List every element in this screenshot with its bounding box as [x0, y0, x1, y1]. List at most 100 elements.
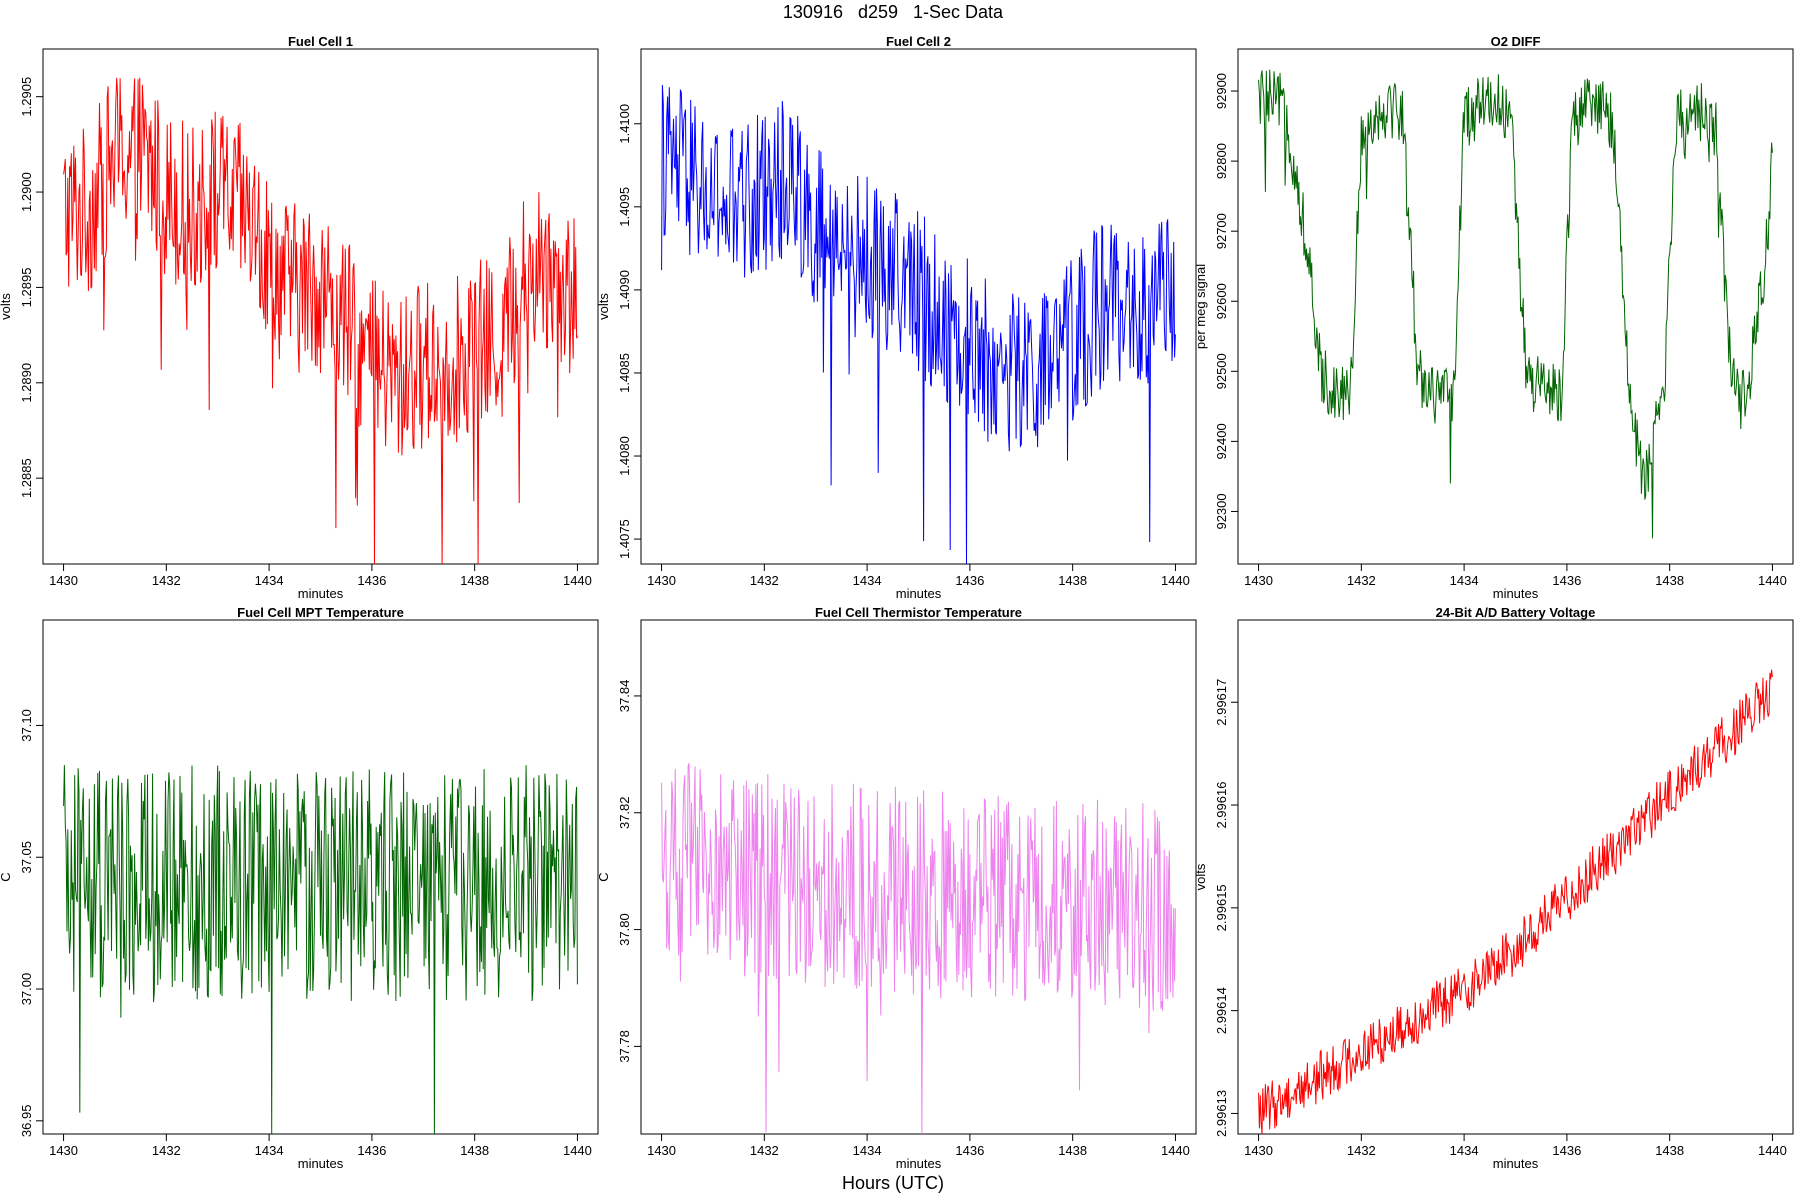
x-tick-label: 1430: [49, 573, 78, 588]
x-axis-label: minutes: [1493, 586, 1539, 601]
y-tick-label: 2.99614: [1214, 987, 1229, 1034]
x-tick-label: 1430: [1244, 1143, 1273, 1158]
y-tick-label: 37.82: [617, 796, 632, 829]
x-tick-label: 1438: [460, 573, 489, 588]
x-axis-label: minutes: [298, 1156, 344, 1171]
series-line: [1258, 69, 1773, 539]
panel-title: O2 DIFF: [1491, 34, 1541, 49]
y-tick-label: 37.78: [617, 1030, 632, 1063]
x-tick-label: 1432: [1347, 573, 1376, 588]
panel-title: Fuel Cell 1: [288, 34, 353, 49]
x-tick-label: 1436: [357, 573, 386, 588]
x-tick-label: 1436: [1552, 1143, 1581, 1158]
y-tick-label: 37.80: [617, 913, 632, 946]
panel-title: Fuel Cell Thermistor Temperature: [815, 605, 1022, 620]
x-tick-label: 1434: [1450, 573, 1479, 588]
y-tick-label: 1.2885: [19, 458, 34, 498]
y-axis-label: volts: [1193, 863, 1208, 890]
y-tick-label: 37.84: [617, 680, 632, 713]
y-axis-label: C: [596, 872, 611, 881]
x-tick-label: 1436: [955, 573, 984, 588]
y-tick-label: 1.2895: [19, 268, 34, 308]
x-tick-label: 1432: [750, 1143, 779, 1158]
series-line: [661, 84, 1176, 565]
x-tick-label: 1430: [49, 1143, 78, 1158]
series-line: [661, 763, 1176, 1135]
x-tick-label: 1436: [357, 1143, 386, 1158]
y-tick-label: 37.10: [19, 709, 34, 742]
x-tick-label: 1438: [1058, 1143, 1087, 1158]
y-axis-label: volts: [596, 293, 611, 320]
x-tick-label: 1434: [853, 1143, 882, 1158]
panel-title: Fuel Cell 2: [886, 34, 951, 49]
x-tick-label: 1440: [563, 573, 592, 588]
y-axis-label: per meg signal: [1193, 264, 1208, 349]
y-tick-label: 1.4095: [617, 187, 632, 227]
x-tick-label: 1440: [1758, 1143, 1787, 1158]
x-tick-label: 1430: [1244, 573, 1273, 588]
series-line: [1258, 669, 1773, 1135]
y-tick-label: 1.4100: [617, 104, 632, 144]
x-tick-label: 1434: [853, 573, 882, 588]
plot-frame: [42, 619, 599, 1135]
x-tick-label: 1432: [152, 1143, 181, 1158]
chart-panel: Fuel Cell 1 1430 1432 1434 1436 1438 1440 minut…: [0, 34, 599, 601]
plot-frame: [1237, 619, 1794, 1135]
x-tick-label: 1432: [750, 573, 779, 588]
plot-frame: [640, 619, 1197, 1135]
chart-panel: O2 DIFF 1430 1432 1434 1436 1438 1440 minutes 92…: [1193, 34, 1794, 601]
x-axis-label: minutes: [298, 586, 344, 601]
x-tick-label: 1430: [647, 1143, 676, 1158]
x-tick-label: 1436: [1552, 573, 1581, 588]
x-axis-label: minutes: [896, 586, 942, 601]
panel-title: 24-Bit A/D Battery Voltage: [1436, 605, 1596, 620]
y-axis-label: volts: [0, 293, 13, 320]
x-tick-label: 1440: [1161, 573, 1190, 588]
y-tick-label: 2.99613: [1214, 1090, 1229, 1137]
y-tick-label: 37.00: [19, 973, 34, 1006]
plot-frame: [1237, 48, 1794, 565]
x-tick-label: 1438: [1655, 1143, 1684, 1158]
x-tick-label: 1430: [647, 573, 676, 588]
x-tick-label: 1440: [1161, 1143, 1190, 1158]
y-tick-label: 1.4090: [617, 270, 632, 310]
figure-xlabel: Hours (UTC): [842, 1173, 944, 1193]
y-tick-label: 92300: [1214, 493, 1229, 529]
y-tick-label: 36.95: [19, 1105, 34, 1138]
chart-panel: Fuel Cell Thermistor Temperature 1430 1432…: [596, 605, 1197, 1171]
x-axis-label: minutes: [896, 1156, 942, 1171]
x-tick-label: 1440: [563, 1143, 592, 1158]
series-line: [63, 77, 578, 565]
chart-panel: Fuel Cell MPT Temperature 1430 1432 1434 143…: [0, 605, 599, 1171]
y-tick-label: 37.05: [19, 841, 34, 874]
y-tick-label: 1.4085: [617, 353, 632, 393]
y-tick-label: 92500: [1214, 353, 1229, 389]
x-tick-label: 1434: [255, 1143, 284, 1158]
y-tick-label: 92700: [1214, 213, 1229, 249]
x-tick-label: 1432: [1347, 1143, 1376, 1158]
y-tick-label: 1.4075: [617, 519, 632, 559]
y-tick-label: 92600: [1214, 283, 1229, 319]
y-tick-label: 1.4080: [617, 436, 632, 476]
y-tick-label: 92900: [1214, 73, 1229, 109]
y-tick-label: 92800: [1214, 143, 1229, 179]
x-tick-label: 1432: [152, 573, 181, 588]
series-line: [63, 765, 578, 1135]
y-tick-label: 2.99616: [1214, 782, 1229, 829]
x-tick-label: 1436: [955, 1143, 984, 1158]
y-tick-label: 2.99615: [1214, 884, 1229, 931]
y-axis-label: C: [0, 872, 13, 881]
x-tick-label: 1440: [1758, 573, 1787, 588]
x-tick-label: 1438: [1058, 573, 1087, 588]
y-tick-label: 1.2905: [19, 77, 34, 117]
chart-panels: Fuel Cell 1 1430 1432 1434 1436 1438 1440 minut…: [0, 34, 1794, 1171]
panel-title: Fuel Cell MPT Temperature: [237, 605, 404, 620]
x-tick-label: 1434: [255, 573, 284, 588]
x-tick-label: 1434: [1450, 1143, 1479, 1158]
plot-frame: [640, 48, 1197, 565]
y-tick-label: 1.2900: [19, 172, 34, 212]
x-tick-label: 1438: [1655, 573, 1684, 588]
chart-panel: Fuel Cell 2 1430 1432 1434 1436 1438 1440 minut…: [596, 34, 1197, 601]
x-tick-label: 1438: [460, 1143, 489, 1158]
